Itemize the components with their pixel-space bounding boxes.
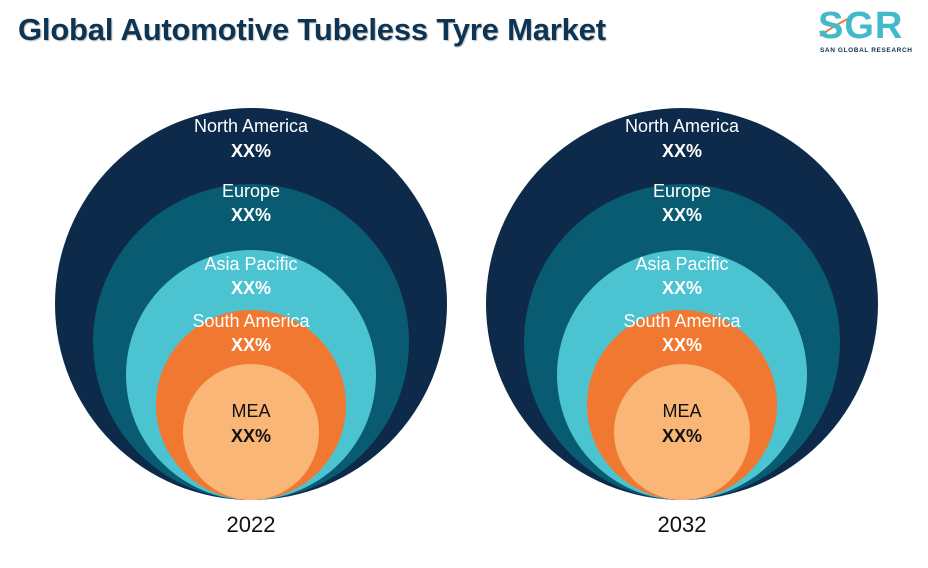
year-label-2022: 2022 xyxy=(227,512,276,537)
label-europe: Europe xyxy=(222,181,280,201)
sgr-logo: SGR SAN GLOBAL RESEARCH xyxy=(818,6,920,58)
page-title: Global Automotive Tubeless Tyre Market xyxy=(18,12,606,47)
value-north-america: XX% xyxy=(231,141,271,161)
label-asia-pacific: Asia Pacific xyxy=(635,254,728,274)
chart-2032: North America XX% Europe XX% Asia Pacific XX%… xyxy=(486,108,878,537)
logo-swoosh-icon xyxy=(819,15,855,37)
year-label-2032: 2032 xyxy=(658,512,707,537)
value-europe: XX% xyxy=(231,205,271,225)
label-mea: MEA xyxy=(231,401,270,421)
label-north-america: North America xyxy=(194,116,309,136)
label-europe: Europe xyxy=(653,181,711,201)
label-south-america: South America xyxy=(623,311,741,331)
label-asia-pacific: Asia Pacific xyxy=(204,254,297,274)
value-asia-pacific: XX% xyxy=(231,278,271,298)
ring-mea xyxy=(183,364,319,500)
value-mea: XX% xyxy=(231,426,271,446)
ring-mea xyxy=(614,364,750,500)
value-south-america: XX% xyxy=(662,335,702,355)
label-north-america: North America xyxy=(625,116,740,136)
logo-subtitle: SAN GLOBAL RESEARCH xyxy=(820,47,913,54)
value-mea: XX% xyxy=(662,426,702,446)
chart-2022: North America XX% Europe XX% Asia Pacific XX%… xyxy=(55,108,447,537)
value-north-america: XX% xyxy=(662,141,702,161)
label-south-america: South America xyxy=(192,311,310,331)
value-south-america: XX% xyxy=(231,335,271,355)
logo-text: SGR xyxy=(818,5,904,47)
value-europe: XX% xyxy=(662,205,702,225)
label-mea: MEA xyxy=(662,401,701,421)
value-asia-pacific: XX% xyxy=(662,278,702,298)
